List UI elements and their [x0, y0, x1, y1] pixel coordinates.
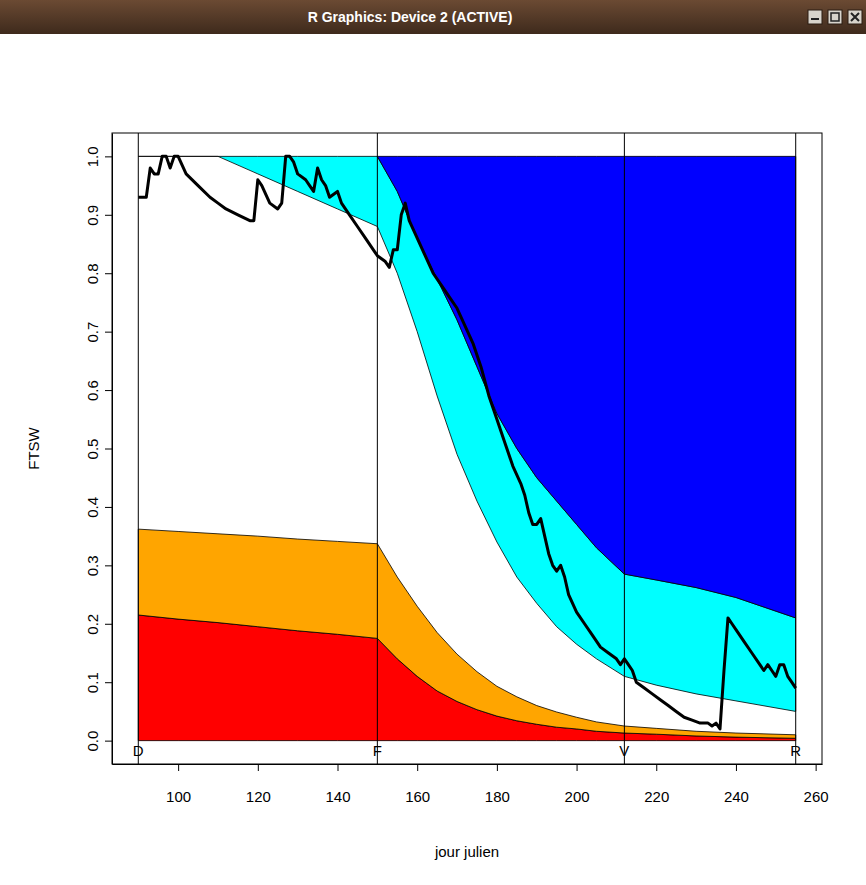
y-tick: 0.5 — [84, 439, 112, 460]
x-tick-mark — [178, 764, 179, 771]
window-button[interactable] — [828, 10, 842, 24]
window-button-box[interactable] — [808, 10, 822, 24]
window-title: R Graphics: Device 2 (ACTIVE) — [308, 9, 513, 25]
y-tick-label: 0.0 — [84, 731, 101, 752]
y-tick: 0.2 — [84, 614, 112, 635]
y-tick-label: 0.9 — [84, 205, 101, 226]
y-tick-label: 0.6 — [84, 380, 101, 401]
y-tick-label: 0.8 — [84, 263, 101, 284]
x-tick: 160 — [405, 764, 430, 805]
window-button-icon[interactable] — [831, 13, 839, 21]
x-tick-label: 100 — [166, 788, 191, 805]
stage-line — [795, 133, 796, 764]
stage-label: F — [373, 742, 382, 759]
y-tick-mark — [105, 507, 112, 508]
y-tick-label: 0.4 — [84, 497, 101, 518]
window-button-icon[interactable] — [851, 13, 859, 21]
x-tick-mark — [338, 764, 339, 771]
x-tick: 100 — [166, 764, 191, 805]
ftsw-line — [138, 156, 795, 729]
y-tick: 0.6 — [84, 380, 112, 401]
x-tick: 200 — [565, 764, 590, 805]
x-tick-mark — [497, 764, 498, 771]
y-tick-mark — [105, 156, 112, 157]
x-tick-mark — [258, 764, 259, 771]
window-button-icon[interactable] — [811, 18, 819, 20]
x-tick-mark — [417, 764, 418, 771]
x-tick: 240 — [724, 764, 749, 805]
x-tick: 120 — [246, 764, 271, 805]
x-tick-mark — [577, 764, 578, 771]
x-tick-label: 260 — [804, 788, 829, 805]
y-tick-mark — [105, 682, 112, 683]
y-tick: 0.0 — [84, 731, 112, 752]
y-tick: 0.3 — [84, 555, 112, 576]
stage-line — [138, 133, 139, 764]
y-tick: 0.4 — [84, 497, 112, 518]
x-tick-label: 180 — [485, 788, 510, 805]
x-tick-mark — [816, 764, 817, 771]
y-tick: 0.8 — [84, 263, 112, 284]
x-tick-label: 200 — [565, 788, 590, 805]
y-tick-mark — [105, 624, 112, 625]
plot-frame — [112, 133, 822, 764]
x-axis-line — [113, 764, 823, 765]
band — [377, 156, 795, 618]
stage-label: D — [133, 742, 144, 759]
y-tick-label: 0.1 — [84, 672, 101, 693]
x-axis: 100 120 140 160 180 200 220 240 260 — [113, 764, 829, 805]
x-tick-label: 140 — [325, 788, 350, 805]
x-tick-label: 120 — [246, 788, 271, 805]
x-tick: 220 — [644, 764, 669, 805]
x-tick-mark — [736, 764, 737, 771]
y-tick-label: 0.7 — [84, 322, 101, 343]
x-axis-title: jour julien — [434, 843, 499, 860]
y-axis: 0.0 0.1 0.2 0.3 0.4 0.5 0.6 0.7 0.8 0.9 1.0 — [84, 134, 113, 765]
y-tick-mark — [105, 273, 112, 274]
y-tick-label: 0.3 — [84, 555, 101, 576]
window-button[interactable] — [848, 10, 862, 24]
y-tick-mark — [105, 215, 112, 216]
stage-line — [377, 133, 378, 764]
y-tick-label: 1.0 — [84, 146, 101, 167]
window-button[interactable] — [808, 10, 822, 24]
y-axis-title: FTSW — [25, 426, 42, 469]
x-tick-label: 160 — [405, 788, 430, 805]
y-tick: 0.9 — [84, 205, 112, 226]
x-tick: 260 — [804, 764, 829, 805]
y-tick-mark — [105, 565, 112, 566]
x-tick-mark — [656, 764, 657, 771]
plot-area — [138, 133, 795, 764]
y-axis-line — [112, 134, 113, 765]
y-tick: 0.7 — [84, 322, 112, 343]
stage-label: V — [619, 742, 629, 759]
window-button-box[interactable] — [828, 10, 842, 24]
x-tick: 140 — [325, 764, 350, 805]
y-tick-label: 0.5 — [84, 439, 101, 460]
band — [138, 156, 795, 711]
y-tick: 0.1 — [84, 672, 112, 693]
stage-label: R — [790, 742, 801, 759]
title-bar — [0, 0, 866, 34]
stage-line — [624, 133, 625, 764]
y-tick-label: 0.2 — [84, 614, 101, 635]
y-tick-mark — [105, 390, 112, 391]
figure: R Graphics: Device 2 (ACTIVE)DFVR1001201… — [0, 0, 866, 885]
x-tick-label: 240 — [724, 788, 749, 805]
y-tick: 1.0 — [84, 146, 112, 167]
window-button-box[interactable] — [848, 10, 862, 24]
x-tick-label: 220 — [644, 788, 669, 805]
y-tick-mark — [105, 332, 112, 333]
y-tick-mark — [105, 741, 112, 742]
x-tick: 180 — [485, 764, 510, 805]
y-tick-mark — [105, 449, 112, 450]
